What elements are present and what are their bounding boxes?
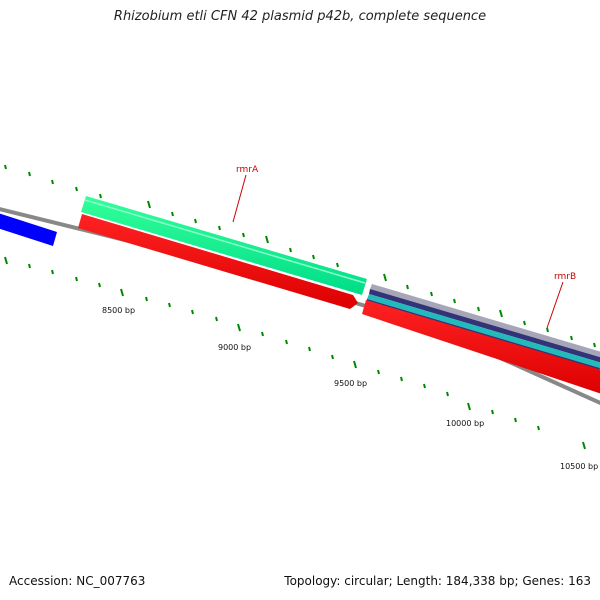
rmrB-leader-line (546, 281, 564, 329)
rmrA-highlight (84, 199, 366, 284)
summary-label: Topology: circular; Length: 184,338 bp; … (284, 574, 591, 588)
rmrB-cyan-band[interactable] (367, 294, 600, 368)
blue-feature[interactable] (0, 212, 57, 246)
rmrB-navy-band[interactable] (369, 289, 600, 363)
map-title: Rhizobium etli CFN 42 plasmid p42b, comp… (113, 9, 487, 24)
gene-label-rmrB[interactable]: rmrB (554, 272, 576, 282)
bp-label-9500: 9500 bp (334, 379, 367, 388)
bp-label-8500: 8500 bp (102, 306, 135, 315)
rmrB-reverse-feature[interactable] (362, 300, 600, 395)
outer-tick-ring (4, 164, 596, 348)
rmrA-reverse-feature[interactable] (78, 214, 358, 309)
gene-label-rmrA[interactable]: rmrA (236, 165, 259, 175)
bp-label-10000: 10000 bp (446, 419, 484, 428)
bp-label-10500: 10500 bp (560, 462, 598, 471)
sequence-backbone (0, 207, 600, 405)
accession-label: Accession: NC_007763 (9, 574, 146, 588)
rmrB-gray-band[interactable] (370, 284, 600, 358)
inner-tick-ring (4, 256, 586, 450)
bp-label-9000: 9000 bp (218, 343, 251, 352)
rmrA-leader-line (232, 174, 247, 223)
